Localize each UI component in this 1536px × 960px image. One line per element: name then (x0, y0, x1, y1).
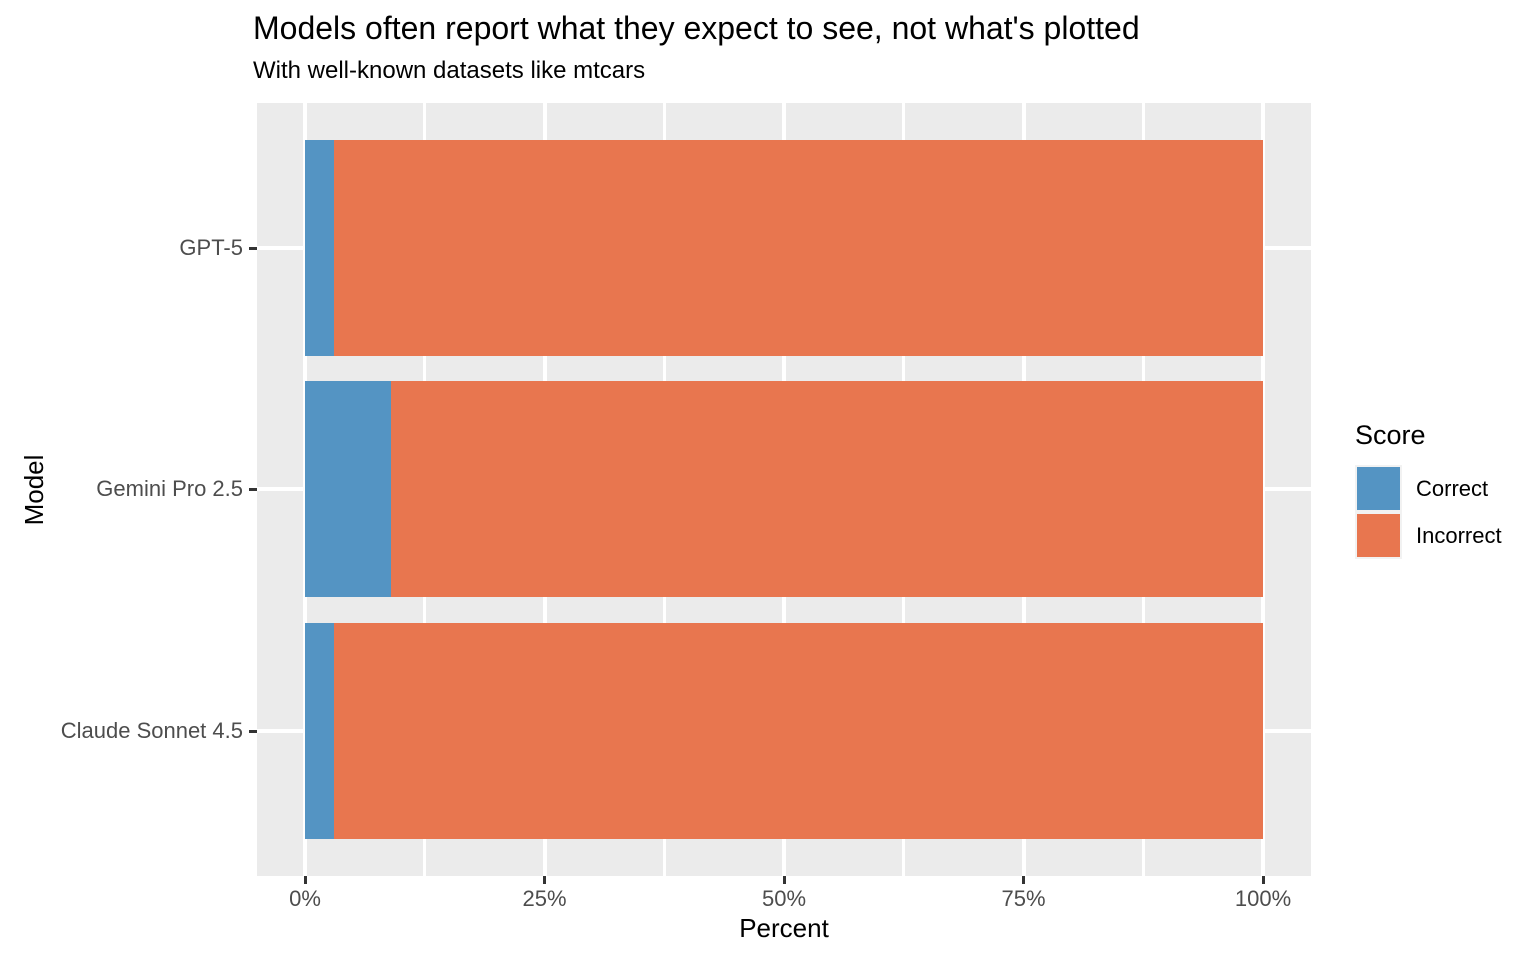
chart-subtitle: With well-known datasets like mtcars (253, 57, 646, 84)
bar-segment-incorrect (391, 381, 1263, 597)
x-tick-label: 100% (1234, 886, 1292, 911)
y-tick-label: Claude Sonnet 4.5 (60, 718, 243, 743)
x-tick-label: 0% (289, 886, 321, 911)
x-tick-label: 50% (761, 886, 807, 911)
x-tick-label: 75% (1001, 886, 1046, 911)
x-tick-mark (782, 876, 786, 884)
plot-panel (257, 103, 1311, 876)
legend-keys: Correct Incorrect (1355, 465, 1502, 559)
y-tick-mark (249, 246, 257, 250)
legend: Score Correct Incorrect (1355, 420, 1502, 559)
legend-entry-incorrect: Incorrect (1355, 512, 1502, 559)
bar-segment-correct (305, 381, 392, 597)
x-tick-mark (1022, 876, 1025, 884)
y-tick-label: GPT-5 (179, 235, 243, 260)
y-tick-mark (249, 487, 257, 491)
bar-segment-incorrect (333, 140, 1263, 356)
y-axis-title: Model (19, 454, 49, 526)
chart-title: Models often report what they expect to … (253, 10, 1140, 46)
x-axis-title: Percent (739, 913, 829, 943)
legend-title: Score (1355, 420, 1426, 450)
y-tick-label: Gemini Pro 2.5 (96, 476, 243, 501)
bar-segment-correct (305, 623, 334, 839)
bar-segment-correct (305, 140, 334, 356)
legend-key-swatch (1357, 514, 1400, 557)
legend-key-label: Incorrect (1416, 523, 1502, 548)
x-tick-mark (543, 876, 546, 884)
x-tick-label: 25% (522, 886, 567, 911)
legend-entry-correct: Correct (1355, 465, 1488, 512)
bar-segment-incorrect (333, 623, 1263, 839)
x-tick-mark (1261, 876, 1265, 884)
x-tick-mark (303, 876, 307, 884)
y-tick-mark (249, 729, 257, 733)
legend-key-label: Correct (1416, 476, 1489, 501)
legend-key-swatch (1357, 467, 1400, 510)
legend-key-box (1355, 465, 1402, 512)
legend-key-box (1355, 512, 1402, 559)
